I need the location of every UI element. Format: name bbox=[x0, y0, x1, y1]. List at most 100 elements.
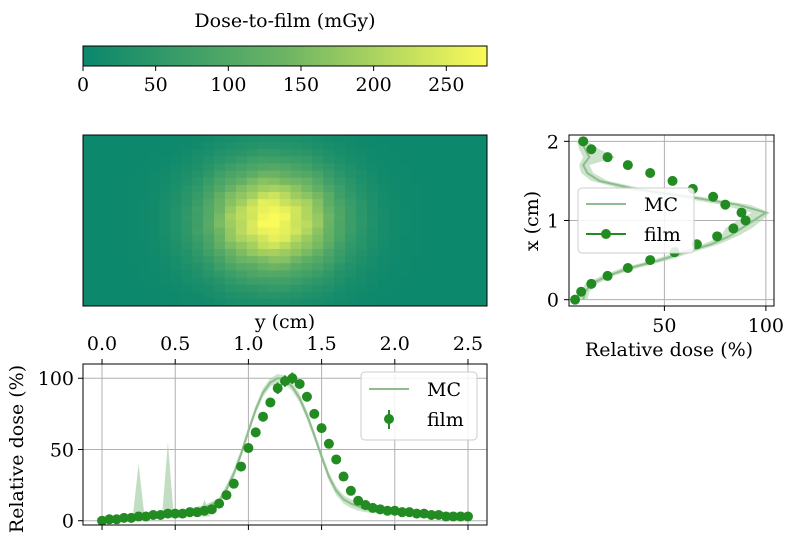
dose-map-cell bbox=[137, 149, 149, 157]
dose-map-cell bbox=[148, 177, 160, 186]
dose-map-cell bbox=[301, 298, 313, 307]
dose-map-cell bbox=[355, 184, 368, 193]
dose-map-cell bbox=[126, 184, 138, 193]
dose-map-cell bbox=[355, 149, 368, 157]
dose-map-cell bbox=[388, 234, 401, 243]
dose-map-cell bbox=[334, 206, 346, 214]
dose-map-cell bbox=[126, 291, 138, 300]
dose-map-cell bbox=[257, 220, 270, 229]
dose-map-cell bbox=[137, 184, 149, 193]
dose-map-cell bbox=[377, 291, 390, 300]
dose-map-cell bbox=[410, 241, 422, 250]
dose-map-cell bbox=[476, 241, 488, 250]
dose-map-cell bbox=[170, 213, 182, 221]
dose-map-cell bbox=[388, 156, 401, 164]
dose-map-cell bbox=[170, 184, 182, 193]
dose-map-cell bbox=[443, 263, 455, 271]
dose-map-cell bbox=[454, 263, 466, 271]
film-point bbox=[214, 498, 225, 509]
dose-map-cell bbox=[148, 149, 160, 157]
dose-map-cell bbox=[181, 170, 193, 179]
dose-map-cell bbox=[366, 277, 379, 286]
dose-map-cell bbox=[421, 270, 433, 278]
legend-x-mc-label: MC bbox=[644, 194, 678, 216]
dose-map-cell bbox=[115, 206, 128, 214]
y-tick-label: 2 bbox=[547, 131, 559, 153]
dose-map-cell bbox=[279, 149, 291, 157]
dose-map-cell bbox=[181, 298, 193, 307]
dose-map-cell bbox=[355, 241, 368, 250]
dose-map-cell bbox=[399, 234, 411, 243]
dose-map-cell bbox=[93, 213, 106, 221]
dose-map-cell bbox=[181, 234, 193, 243]
dose-map-cell bbox=[214, 234, 226, 243]
dose-map-cell bbox=[170, 142, 182, 150]
dose-map-cell bbox=[301, 241, 313, 250]
dose-map-cell bbox=[268, 291, 280, 300]
dose-map-cell bbox=[235, 291, 248, 300]
dose-map-cell bbox=[388, 227, 401, 236]
dose-map-cell bbox=[355, 234, 368, 243]
dose-map-cell bbox=[159, 184, 171, 193]
dose-map-cell bbox=[377, 184, 390, 193]
dose-map-cell bbox=[203, 170, 215, 179]
dose-map-cell bbox=[290, 142, 302, 150]
dose-map-cell bbox=[421, 263, 433, 271]
dose-map-cell bbox=[257, 227, 270, 236]
dose-map-cell bbox=[170, 263, 182, 271]
dose-map-cell bbox=[377, 149, 390, 157]
dose-map-cell bbox=[246, 149, 259, 157]
dose-map-cell bbox=[268, 298, 280, 307]
dose-map-cell bbox=[279, 142, 291, 150]
dose-map-cell bbox=[126, 170, 138, 179]
dose-map-cell bbox=[290, 156, 302, 164]
dose-map-cell bbox=[443, 234, 455, 243]
dose-map-cell bbox=[93, 170, 106, 179]
dose-map-cell bbox=[334, 227, 346, 236]
dose-map-cell bbox=[345, 206, 357, 214]
dose-map-cell bbox=[224, 156, 237, 164]
dose-map-cell bbox=[159, 170, 171, 179]
dose-map-cell bbox=[137, 284, 149, 293]
dose-map-cell bbox=[246, 284, 259, 293]
dose-map-cell bbox=[443, 256, 455, 264]
dose-map-cell bbox=[181, 192, 193, 200]
dose-map-cell bbox=[83, 142, 95, 150]
dose-map-cell bbox=[246, 206, 259, 214]
dose-map-cell bbox=[137, 298, 149, 307]
dose-map-cell bbox=[181, 149, 193, 157]
film-point bbox=[206, 504, 217, 515]
dose-map-cell bbox=[159, 270, 171, 278]
dose-map-cell bbox=[126, 199, 138, 207]
dose-map-cell bbox=[454, 177, 466, 186]
colorbar-tick-label: 50 bbox=[144, 74, 168, 96]
dose-map-cell bbox=[192, 163, 204, 172]
dose-map-cell bbox=[366, 170, 379, 179]
dose-map-cell bbox=[432, 241, 444, 250]
dose-map-cell bbox=[279, 192, 291, 200]
x-tick-label: 0.0 bbox=[87, 333, 117, 355]
dose-map-cell bbox=[410, 220, 422, 229]
dose-map-cell bbox=[214, 177, 226, 186]
dose-map-cell bbox=[257, 213, 270, 221]
dose-map-cell bbox=[246, 227, 259, 236]
dose-map-cell bbox=[377, 270, 390, 278]
dose-map-cell bbox=[377, 156, 390, 164]
dose-map-cell bbox=[93, 220, 106, 229]
dose-map-cell bbox=[214, 192, 226, 200]
dose-map-cell bbox=[137, 291, 149, 300]
dose-map-cell bbox=[126, 142, 138, 150]
dose-map-cell bbox=[465, 142, 477, 150]
dose-map-cell bbox=[268, 170, 280, 179]
dose-map-cell bbox=[214, 220, 226, 229]
dose-map-cell bbox=[432, 227, 444, 236]
dose-map-cell bbox=[366, 206, 379, 214]
film-point bbox=[411, 508, 422, 519]
dose-map-cell bbox=[235, 284, 248, 293]
dose-map-cell bbox=[268, 263, 280, 271]
dose-map-cell bbox=[334, 284, 346, 293]
dose-map-cell bbox=[137, 192, 149, 200]
dose-map-cell bbox=[148, 192, 160, 200]
film-point bbox=[455, 511, 466, 522]
dose-map-cell bbox=[83, 199, 95, 207]
